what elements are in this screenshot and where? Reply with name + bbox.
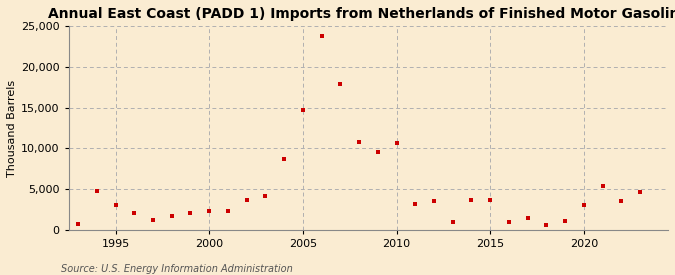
Point (91, 188, 102, 193)
Point (560, 219, 570, 223)
Title: Annual East Coast (PADD 1) Imports from Netherlands of Finished Motor Gasoline: Annual East Coast (PADD 1) Imports from … (48, 7, 675, 21)
Point (373, 150, 383, 155)
Point (73, 222, 84, 226)
Point (316, 34, 327, 38)
Point (223, 209, 234, 213)
Point (148, 218, 159, 222)
Point (466, 198, 477, 203)
Point (354, 140, 364, 144)
Point (335, 82, 346, 86)
Point (634, 189, 645, 194)
Point (129, 210, 140, 215)
Point (298, 108, 308, 112)
Point (241, 197, 252, 202)
Point (485, 198, 495, 203)
Point (110, 203, 121, 208)
Text: Source: U.S. Energy Information Administration: Source: U.S. Energy Information Administ… (61, 264, 292, 274)
Point (578, 202, 589, 207)
Point (448, 219, 458, 224)
Point (204, 209, 215, 213)
Point (541, 223, 551, 227)
Point (504, 220, 514, 225)
Point (279, 157, 290, 161)
Point (597, 184, 608, 188)
Y-axis label: Thousand Barrels: Thousand Barrels (7, 79, 17, 177)
Point (429, 199, 439, 204)
Point (185, 210, 196, 215)
Point (166, 214, 177, 218)
Point (391, 141, 402, 146)
Point (616, 199, 626, 204)
Point (410, 202, 421, 206)
Point (260, 193, 271, 198)
Point (522, 215, 533, 220)
